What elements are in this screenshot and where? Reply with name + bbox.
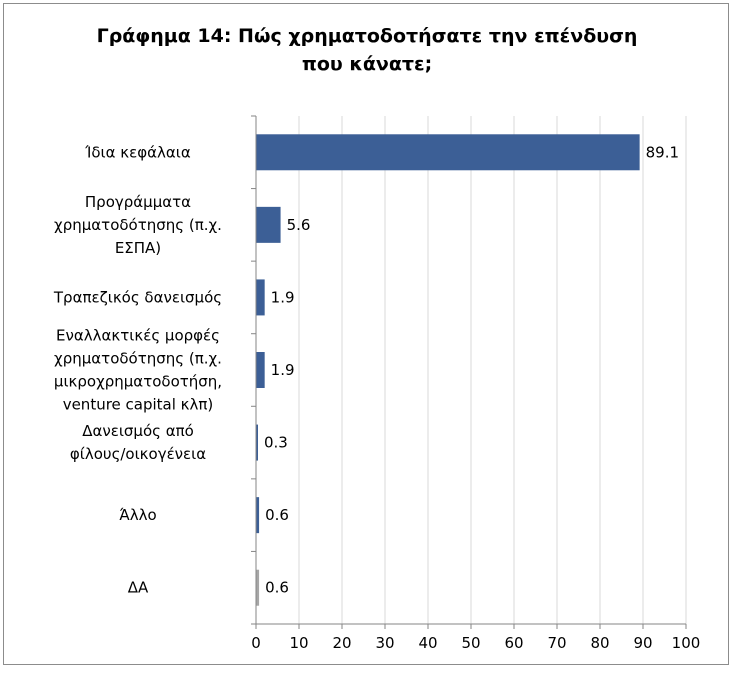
bar-5 — [256, 497, 260, 534]
x-tick-label-50: 50 — [461, 634, 480, 652]
category-label-5-line-0: Άλλο — [119, 506, 156, 524]
x-tick-label-70: 70 — [547, 634, 566, 652]
data-label-0: 89.1 — [646, 143, 679, 161]
labels: 0 10 20 30 40 50 60 70 80 90 100 89.1 Ίδια κεφάλαια 5… — [53, 143, 700, 652]
grid-lines — [298, 116, 687, 624]
bar-2 — [256, 279, 265, 316]
data-label-3: 1.9 — [271, 361, 295, 379]
data-label-6: 0.6 — [265, 579, 289, 597]
data-label-2: 1.9 — [271, 288, 295, 306]
category-label-3-line-2: μικροχρηματοδοτήση, — [54, 373, 222, 391]
category-label-4-line-1: φίλους/οικογένεια — [70, 445, 206, 463]
chart-title-line-2: που κάνατε; — [301, 53, 433, 75]
category-label-0: Ίδια κεφάλαια — [84, 143, 191, 161]
bar-4 — [256, 424, 258, 461]
x-tick-label-0: 0 — [251, 634, 261, 652]
category-label-1: Προγράμματα χρηματοδότησης (π.χ. ΕΣΠΑ) — [54, 193, 222, 257]
category-label-1-line-1: χρηματοδότησης (π.χ. — [54, 216, 222, 234]
bar-6 — [256, 569, 260, 606]
category-label-2-line-0: Τραπεζικός δανεισμός — [53, 288, 222, 306]
category-label-1-line-2: ΕΣΠΑ) — [115, 239, 161, 257]
x-tick-label-60: 60 — [504, 634, 523, 652]
x-tick-label-90: 90 — [633, 634, 652, 652]
bar-0 — [256, 134, 640, 171]
x-tick-label-100: 100 — [672, 634, 701, 652]
x-tick-label-30: 30 — [375, 634, 394, 652]
axes — [251, 115, 687, 629]
bar-1 — [256, 206, 281, 243]
chart-frame: Γράφημα 14: Πώς χρηματοδοτήσατε την επέν… — [3, 3, 729, 665]
data-label-1: 5.6 — [287, 216, 311, 234]
category-label-6-line-0: ΔΑ — [128, 579, 149, 597]
x-tick-label-10: 10 — [289, 634, 308, 652]
data-label-5: 0.6 — [265, 506, 289, 524]
category-label-3-line-1: χρηματοδότησης (π.χ. — [54, 350, 222, 368]
bar-3 — [256, 352, 265, 388]
category-label-2: Τραπεζικός δανεισμός — [53, 288, 222, 306]
category-label-4: Δανεισμός από φίλους/οικογένεια — [70, 422, 206, 463]
data-label-4: 0.3 — [264, 434, 288, 452]
x-tick-label-80: 80 — [590, 634, 609, 652]
x-tick-label-40: 40 — [418, 634, 437, 652]
category-label-4-line-0: Δανεισμός από — [82, 422, 194, 440]
category-label-6: ΔΑ — [128, 579, 149, 597]
category-label-3: Εναλλακτικές μορφές χρηματοδότησης (π.χ. μ… — [54, 327, 222, 414]
category-label-0-line-0: Ίδια κεφάλαια — [84, 143, 191, 161]
chart-title-line-1: Γράφημα 14: Πώς χρηματοδοτήσατε την επέν… — [96, 25, 638, 47]
category-label-3-line-0: Εναλλακτικές μορφές — [56, 327, 220, 345]
bars — [256, 134, 640, 606]
x-tick-label-20: 20 — [332, 634, 351, 652]
chart-title: Γράφημα 14: Πώς χρηματοδοτήσατε την επέν… — [4, 22, 730, 78]
category-label-5: Άλλο — [119, 506, 156, 524]
category-label-1-line-0: Προγράμματα — [85, 193, 191, 211]
category-label-3-line-3: venture capital κλπ) — [63, 396, 214, 414]
